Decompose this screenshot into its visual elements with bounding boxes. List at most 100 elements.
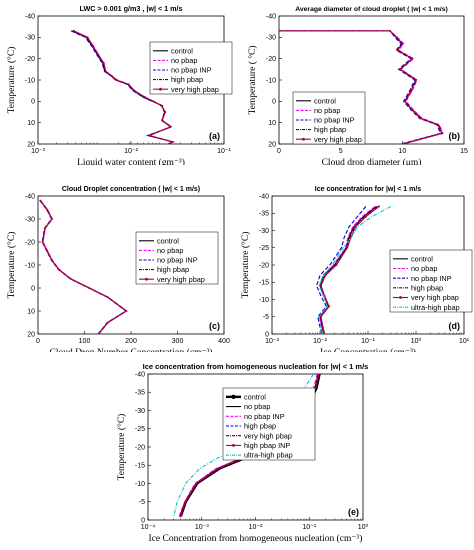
y-tick-label: -40 [25, 13, 35, 20]
series-line-ultra-high-pbap [318, 205, 392, 334]
data-point [110, 74, 113, 77]
legend-marker [145, 277, 148, 281]
y-tick-label: 0 [265, 331, 269, 338]
data-point [106, 296, 109, 299]
y-tick-label: -40 [259, 193, 269, 200]
legend-marker [231, 394, 236, 400]
legend-label: very high pbap [314, 135, 362, 144]
y-tick-label: 10 [268, 120, 276, 127]
series-line-no-pbap-INP [316, 206, 367, 334]
y-tick-label: 10 [27, 308, 35, 315]
x-tick-label: 10 [398, 148, 406, 155]
legend-label: control [411, 254, 433, 263]
data-point [346, 246, 349, 249]
data-point [164, 111, 167, 113]
y-tick-label: -25 [259, 245, 269, 252]
data-point [102, 61, 105, 64]
x-tick-label: 15 [460, 148, 468, 155]
data-point [171, 140, 174, 143]
y-axis-label: Temperature (°C) [6, 47, 17, 114]
data-point [57, 268, 60, 271]
x-tick-label: 10⁰ [411, 337, 422, 345]
x-tick-label: 10¹ [459, 338, 470, 345]
legend-label: control [157, 236, 179, 245]
legend-label: ultra-high pbap [244, 451, 293, 460]
legend-marker [302, 137, 305, 141]
chart-title: Ice concentration for |w| < 1 m/s [315, 186, 422, 193]
data-point [179, 515, 182, 518]
chart-title: LWC > 0.001 g/m3 , |w| < 1 m/s [79, 4, 182, 13]
panel-label: (b) [449, 131, 461, 141]
legend-label: high pbap [171, 75, 203, 84]
chart-title: Cloud Droplet concentration ( |w| < 1 m/… [62, 186, 200, 193]
data-point [320, 284, 323, 287]
data-point [414, 79, 417, 81]
data-point [195, 482, 198, 485]
data-point [401, 143, 404, 144]
data-point [409, 89, 412, 92]
x-tick-label: 10⁻³ [31, 148, 45, 155]
data-point [160, 104, 163, 107]
x-tick-label: 10⁻² [249, 524, 263, 531]
data-point [41, 241, 44, 243]
data-point [115, 79, 118, 81]
y-tick-label: 0 [272, 99, 276, 106]
y-tick-label: -25 [135, 426, 145, 433]
data-point [127, 83, 130, 86]
x-tick-label: 100 [79, 338, 91, 345]
series-line-no-pbap-INP [39, 200, 127, 334]
x-tick-label: 10⁻³ [265, 338, 279, 345]
y-tick-label: -10 [259, 297, 269, 304]
y-tick-label: -15 [135, 463, 145, 470]
panel-label: (a) [209, 131, 220, 141]
data-point [324, 274, 327, 277]
data-point [396, 49, 399, 52]
y-tick-label: -20 [259, 262, 269, 269]
data-point [125, 310, 128, 312]
chart-panel-e: Ice concentration from homogeneous nucle… [116, 362, 369, 544]
x-tick-label: 10⁻² [313, 338, 327, 345]
y-tick-label: 0 [31, 285, 35, 292]
chart-title: Ice concentration from homogeneous nucle… [143, 362, 369, 371]
y-tick-label: -40 [266, 13, 276, 20]
data-point [440, 132, 443, 135]
y-tick-label: -30 [259, 228, 269, 235]
legend-label: high pbap INP [244, 441, 290, 450]
data-point [378, 205, 381, 208]
legend-label: no pbap [171, 56, 197, 65]
panel-label: (e) [348, 507, 359, 517]
data-point [364, 215, 367, 218]
data-point [143, 96, 146, 99]
legend-label: no pbap [314, 106, 340, 115]
y-tick-label: -15 [259, 280, 269, 287]
data-point [354, 226, 357, 229]
y-tick-label: -20 [266, 56, 276, 63]
legend-label: no pbap INP [244, 412, 285, 421]
series-line-high-pbap [39, 200, 128, 334]
legend-label: high pbap [157, 265, 189, 274]
x-tick-label: 0 [36, 338, 40, 345]
legend-label: very high pbap [411, 293, 459, 302]
series-line-no-pbap-INP [70, 30, 175, 144]
legend-label: no pbap [244, 402, 270, 411]
y-tick-label: -10 [266, 77, 276, 84]
data-point [72, 29, 75, 32]
x-tick-label: 10⁻¹ [217, 148, 231, 155]
legend-marker [399, 296, 402, 299]
data-point [403, 100, 406, 103]
x-axis-label: Ice Concentration from homogeneous nucle… [149, 533, 363, 544]
legend-box [222, 387, 316, 461]
y-axis-label: Temperature (°C) [116, 414, 127, 481]
series-line-control [39, 200, 128, 334]
data-point [184, 500, 187, 503]
y-tick-label: -40 [135, 371, 145, 378]
legend-label: control [171, 46, 193, 55]
data-point [395, 36, 398, 39]
legend-label: very high pbap [244, 431, 292, 440]
x-tick-label: 5 [339, 148, 343, 155]
